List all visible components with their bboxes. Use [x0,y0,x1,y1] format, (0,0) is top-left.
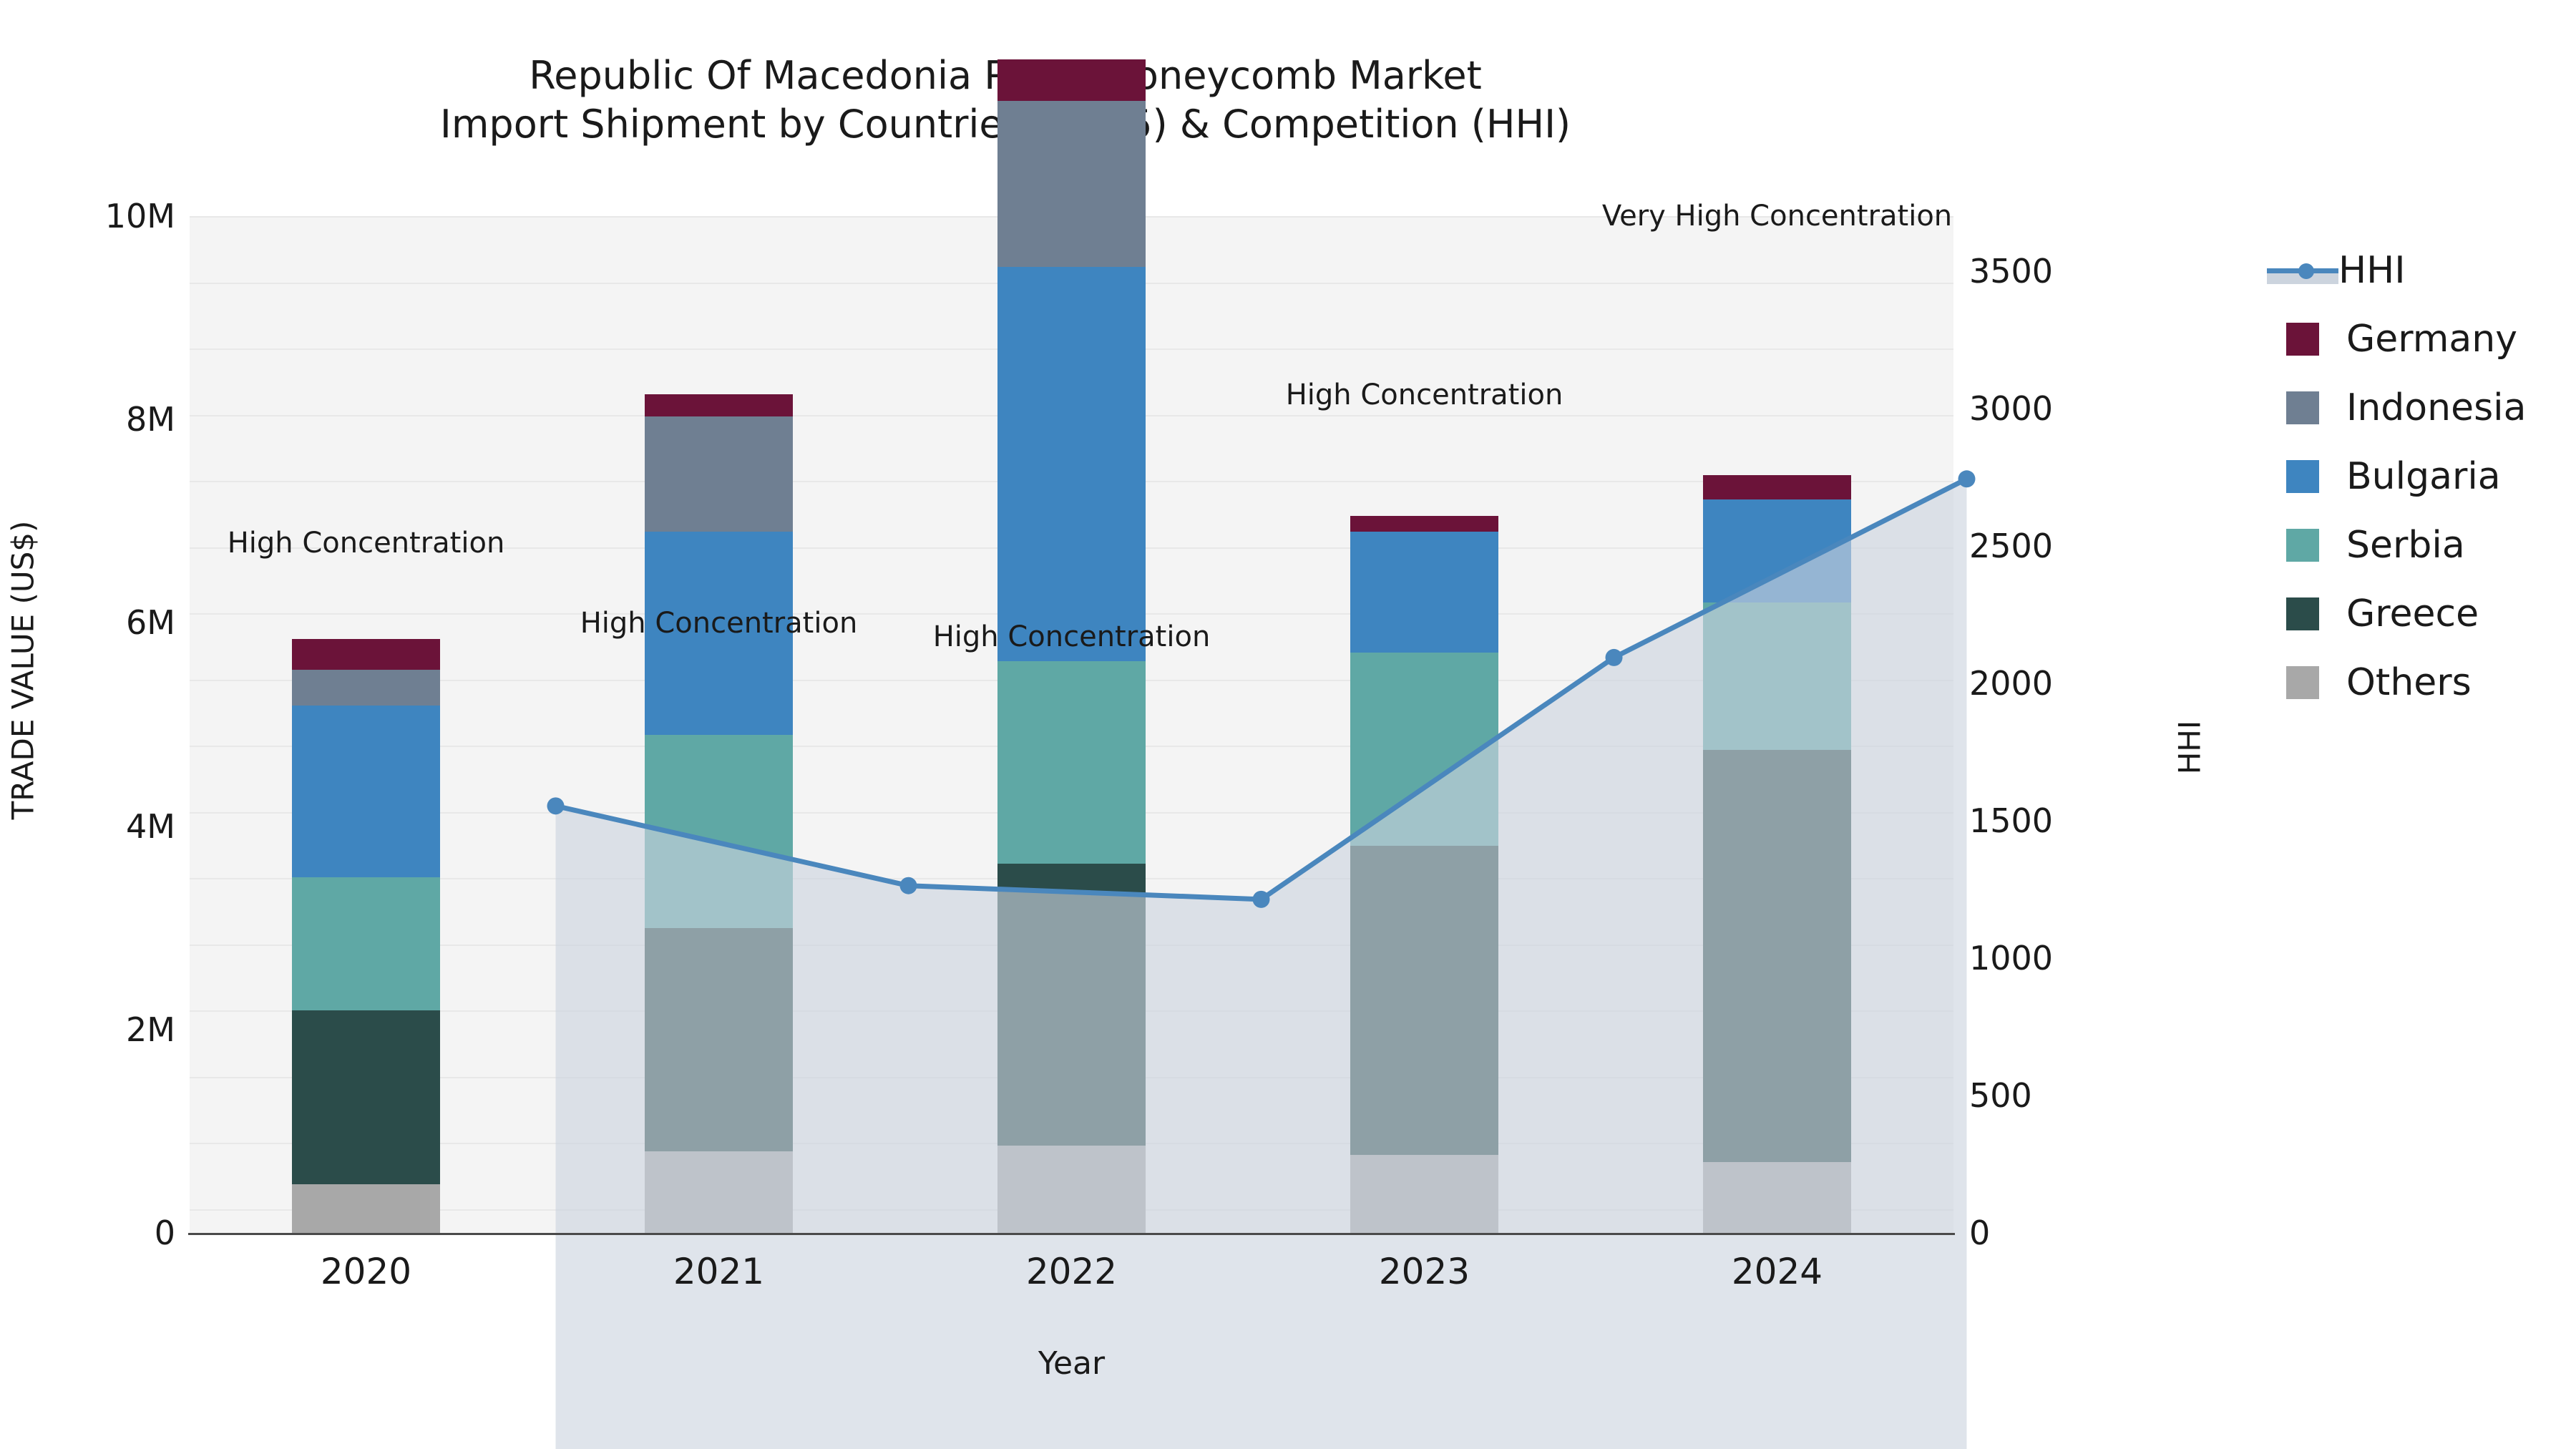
legend-swatch-germany [2286,323,2319,356]
y-tick-left-4M: 4M [126,806,175,846]
y-tick-left-10M: 10M [104,197,175,235]
legend-label-others: Others [2346,661,2472,704]
legend-item-others[interactable]: Others [2286,648,2572,717]
y-tick-right-3000: 3000 [1969,389,2054,428]
bar-segment-bulgaria-2022[interactable] [997,267,1146,662]
chart-legend: HHI Germany Indonesia Bulgaria Serbia Greece O… [2267,236,2572,717]
x-tick-2022: 2022 [1025,1251,1118,1292]
hhi-point-2022[interactable] [1252,890,1270,908]
legend-item-germany[interactable]: Germany [2286,305,2572,374]
legend-label-hhi: HHI [2338,249,2406,292]
y-tick-left-6M: 6M [126,603,175,643]
y-axis-right-ticks: 0 500 1000 1500 2000 2500 3000 3500 [1969,0,2155,1449]
y-tick-left-2M: 2M [126,1010,175,1049]
legend-label-serbia: Serbia [2346,524,2465,567]
x-tick-2024: 2024 [1731,1251,1823,1292]
bar-segment-germany-2021[interactable] [645,394,793,416]
bar-segment-germany-2022[interactable] [997,59,1146,102]
bar-segment-germany-2024[interactable] [1703,475,1851,500]
bar-segment-germany-2023[interactable] [1350,516,1498,532]
bar-segment-greece-2020[interactable] [292,1010,440,1184]
bar-segment-serbia-2022[interactable] [997,661,1146,864]
hhi-area-fill [555,479,1967,1449]
legend-label-greece: Greece [2346,592,2479,635]
x-tick-2021: 2021 [673,1251,765,1292]
annotation-2022: High Concentration [932,620,1211,653]
legend-swatch-greece [2286,597,2319,630]
y-tick-right-1000: 1000 [1969,938,2054,977]
annotation-2024: Very High Concentration [1601,200,1953,233]
legend-item-hhi[interactable]: HHI [2267,236,2572,305]
legend-line-marker [2267,254,2338,287]
bar-segment-germany-2020[interactable] [292,639,440,670]
y-tick-right-3500: 3500 [1969,251,2054,291]
y-axis-left-ticks: 0 2M 4M 6M 8M 10M [0,0,175,1449]
bar-segment-bulgaria-2023[interactable] [1350,531,1498,653]
x-tick-2020: 2020 [320,1251,412,1292]
legend-item-indonesia[interactable]: Indonesia [2286,374,2572,442]
legend-item-serbia[interactable]: Serbia [2286,511,2572,580]
bar-segment-others-2020[interactable] [292,1184,440,1233]
legend-label-bulgaria: Bulgaria [2346,455,2501,498]
y-tick-right-500: 500 [1969,1075,2032,1115]
annotation-2021: High Concentration [580,606,858,640]
y-tick-left-8M: 8M [126,400,175,439]
y-tick-right-1500: 1500 [1969,801,2054,840]
x-axis-title: Year [1038,1345,1106,1382]
legend-swatch-indonesia [2286,391,2319,424]
y-axis-left-title: TRADE VALUE (US$) [5,520,41,820]
annotation-2020: High Concentration [227,527,505,560]
annotation-2023: High Concentration [1285,378,1563,411]
y-axis-right-title: HHI [2172,720,2207,775]
hhi-overlay [547,470,1976,1449]
y-tick-right-2000: 2000 [1969,663,2054,703]
bar-segment-bulgaria-2021[interactable] [645,531,793,735]
hhi-point-2024[interactable] [1958,470,1976,488]
legend-label-indonesia: Indonesia [2346,386,2527,429]
hhi-point-2021[interactable] [899,877,917,894]
legend-item-greece[interactable]: Greece [2286,580,2572,648]
bar-segment-indonesia-2022[interactable] [997,101,1146,268]
legend-swatch-others [2286,666,2319,699]
hhi-point-2023[interactable] [1605,648,1623,666]
bar-segment-indonesia-2020[interactable] [292,669,440,706]
legend-swatch-serbia [2286,529,2319,562]
y-tick-right-2500: 2500 [1969,526,2054,565]
legend-item-bulgaria[interactable]: Bulgaria [2286,442,2572,511]
bar-segment-bulgaria-2020[interactable] [292,705,440,877]
bar-group-2020[interactable] [292,216,440,1233]
legend-label-germany: Germany [2346,318,2518,361]
legend-swatch-bulgaria [2286,460,2319,493]
hhi-point-2020[interactable] [547,797,565,815]
x-tick-2023: 2023 [1378,1251,1470,1292]
y-tick-left-0: 0 [154,1214,175,1252]
plot-area [190,59,1976,1449]
x-axis-line [188,1233,1955,1235]
bar-segment-serbia-2020[interactable] [292,877,440,1010]
y-tick-right-0: 0 [1969,1214,1991,1252]
bar-segment-indonesia-2021[interactable] [645,416,793,532]
